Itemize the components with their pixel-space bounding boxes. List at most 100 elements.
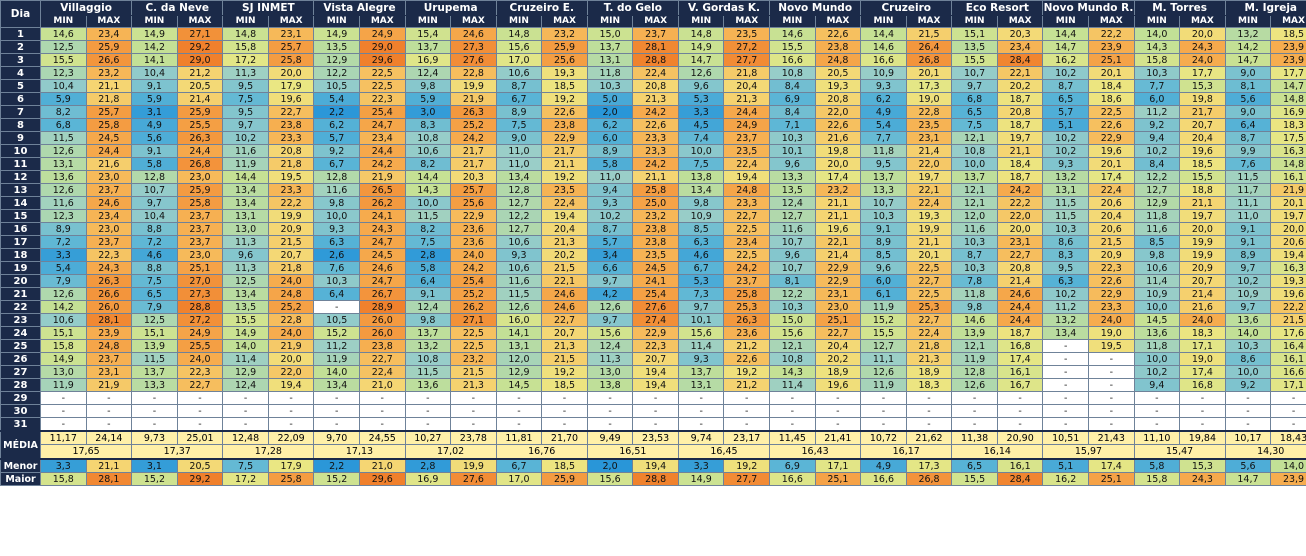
temp-cell: 25,8 [723, 287, 771, 301]
temp-cell: 20,0 [996, 222, 1044, 236]
temp-cell: 9,2 [313, 144, 360, 158]
temp-cell: - [1088, 404, 1135, 418]
temp-cell: 21,4 [814, 248, 862, 262]
temp-cell: 22,1 [814, 235, 862, 249]
temp-cell: 20,7 [1179, 118, 1226, 132]
temp-cell: 23,9 [1270, 472, 1306, 486]
day-row: 20 7,9 26,3 7,5 27,0 12,5 24,0 10,3 24,7 6,4 25,4 1… [0, 274, 1306, 288]
temp-cell: 8,5 [1133, 235, 1181, 249]
temp-cell: 22,7 [996, 248, 1044, 262]
temp-cell: 7,3 [677, 287, 725, 301]
temp-cell: 10,6 [40, 313, 87, 327]
temp-cell: 10,8 [404, 352, 452, 366]
temp-cell: 8,9 [586, 144, 634, 158]
temp-cell: 22,5 [1088, 105, 1135, 119]
temp-cell: 9,3 [860, 79, 907, 93]
temp-cell: 24,6 [996, 287, 1044, 301]
temp-cell: 15,8 [222, 40, 269, 54]
day-number: 2 [0, 40, 41, 54]
temp-cell: 14,3 [769, 365, 816, 379]
temp-cell: 14,7 [1042, 40, 1089, 54]
temp-cell: 11,0 [495, 157, 543, 171]
media-cell: 24,55 [358, 430, 406, 445]
temp-cell: - [905, 417, 953, 432]
temp-cell: 9,8 [313, 196, 360, 210]
temp-cell: 24,5 [358, 248, 406, 262]
temp-cell: 16,6 [860, 53, 907, 67]
temp-cell: 6,5 [951, 105, 998, 119]
temp-cell: 9,6 [222, 248, 269, 262]
temp-cell: 25,9 [176, 105, 224, 119]
temp-cell: 23,3 [1088, 300, 1135, 314]
temp-cell: 18,5 [541, 458, 588, 473]
temp-cell: 25,7 [267, 40, 315, 54]
temp-cell: 22,3 [176, 365, 224, 379]
temp-cell: 6,4 [404, 274, 452, 288]
temp-cell: 3,0 [404, 105, 452, 119]
temp-cell: 9,3 [313, 222, 360, 236]
temp-cell: 8,6 [1042, 235, 1089, 249]
temp-cell: 10,2 [586, 209, 634, 223]
temp-cell: 26,8 [176, 157, 224, 171]
temp-cell: 19,4 [632, 378, 679, 392]
temp-cell: 21,7 [450, 144, 497, 158]
temp-cell: 17,5 [1270, 131, 1306, 145]
temp-cell: 23,7 [176, 209, 224, 223]
temp-cell: 15,6 [495, 40, 543, 54]
media-mid-cell: 14,30 [1224, 444, 1306, 460]
temp-cell: 13,0 [40, 365, 87, 379]
temp-cell: 27,7 [723, 472, 771, 486]
temp-cell: 14,1 [131, 53, 178, 67]
temp-cell: - [1224, 391, 1272, 405]
temp-cell: 9,8 [677, 196, 725, 210]
temp-cell: - [632, 404, 679, 418]
temp-cell: 10,3 [1224, 339, 1272, 353]
temp-cell: - [313, 391, 360, 405]
temp-cell: 20,1 [1088, 66, 1135, 80]
temp-cell: 17,0 [495, 472, 543, 486]
temp-cell: 22,5 [450, 326, 497, 340]
minmax-header-row: MIN MAX MIN MAX MIN MAX MIN MAX MIN MAX MIN MAX MIN M… [1, 15, 1306, 28]
media-mid-cell: 16,45 [677, 444, 771, 460]
max-column-header: MAX [1088, 15, 1135, 28]
temp-cell: 9,2 [1133, 118, 1181, 132]
temp-cell: 5,8 [131, 157, 178, 171]
temp-cell: 21,1 [814, 196, 862, 210]
temp-cell: 7,5 [131, 274, 178, 288]
temp-cell: 10,8 [769, 352, 816, 366]
temp-cell: 21,5 [450, 365, 497, 379]
temp-cell: 7,4 [677, 131, 725, 145]
min-column-header: MIN [313, 15, 360, 28]
temp-cell: 23,3 [632, 131, 679, 145]
temp-cell: 23,9 [1270, 53, 1306, 67]
temp-cell: 24,0 [450, 248, 497, 262]
temp-cell: 22,4 [1088, 183, 1135, 197]
temp-cell: 9,4 [1133, 131, 1181, 145]
temp-cell: 24,2 [996, 183, 1044, 197]
temp-cell: - [677, 404, 725, 418]
temp-cell: - [996, 417, 1044, 432]
day-number: 5 [0, 79, 41, 93]
temp-cell: 4,6 [131, 248, 178, 262]
temp-cell: 28,1 [85, 313, 133, 327]
temp-cell: 9,8 [1133, 248, 1181, 262]
temp-cell: - [632, 417, 679, 432]
temp-cell: 13,9 [131, 339, 178, 353]
temp-cell: 25,5 [176, 339, 224, 353]
temp-cell: 10,2 [222, 131, 269, 145]
temp-cell: 7,2 [131, 235, 178, 249]
max-column-header: MAX [541, 15, 588, 28]
temp-cell: 23,5 [541, 183, 588, 197]
temp-cell: - [495, 417, 543, 432]
temp-cell: 11,6 [222, 144, 269, 158]
temp-cell: 13,0 [222, 222, 269, 236]
temp-cell: 20,5 [176, 79, 224, 93]
temp-cell: 25,0 [632, 196, 679, 210]
temp-cell: 10,7 [860, 196, 907, 210]
temp-cell: 20,4 [723, 79, 771, 93]
temp-cell: 8,7 [1042, 79, 1089, 93]
station-header: T. do Gelo [586, 0, 679, 16]
temp-cell: 14,7 [677, 53, 725, 67]
station-header: Eco Resort [951, 0, 1044, 16]
temp-cell: 13,4 [222, 183, 269, 197]
